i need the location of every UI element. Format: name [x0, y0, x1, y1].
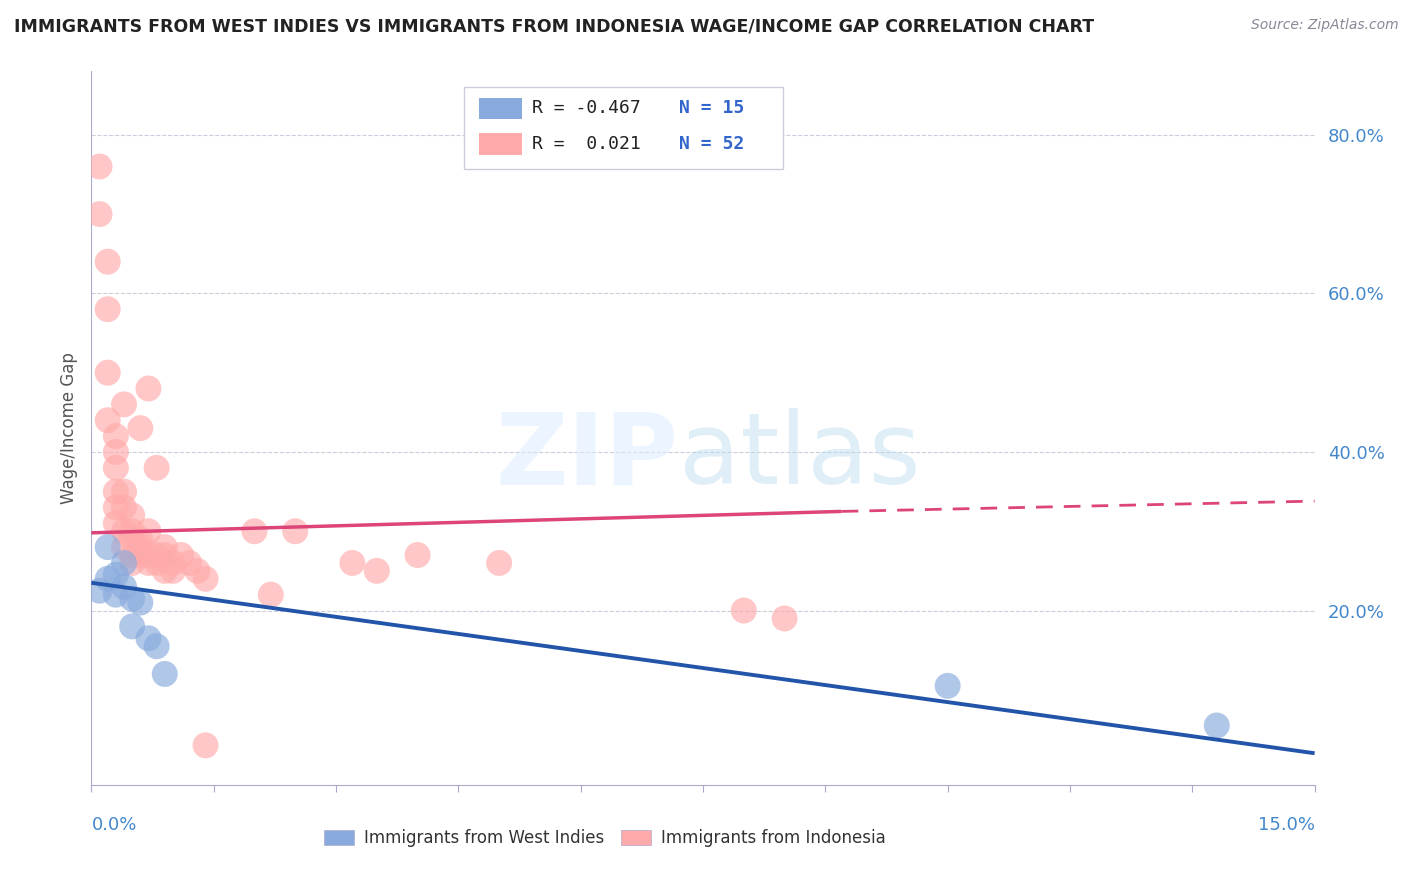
Point	[121, 591, 143, 606]
Point	[153, 564, 176, 578]
Point	[145, 639, 167, 653]
Point	[104, 484, 127, 499]
Point	[104, 445, 127, 459]
Point	[170, 548, 193, 562]
Point	[129, 596, 152, 610]
Text: N = 15: N = 15	[679, 100, 744, 118]
Point	[112, 556, 135, 570]
Point	[145, 460, 167, 475]
Point	[121, 619, 143, 633]
Point	[121, 556, 143, 570]
FancyBboxPatch shape	[479, 134, 522, 155]
Point	[366, 564, 388, 578]
Text: IMMIGRANTS FROM WEST INDIES VS IMMIGRANTS FROM INDONESIA WAGE/INCOME GAP CORRELA: IMMIGRANTS FROM WEST INDIES VS IMMIGRANT…	[14, 18, 1094, 36]
Point	[129, 421, 152, 435]
Point	[104, 460, 127, 475]
Y-axis label: Wage/Income Gap: Wage/Income Gap	[59, 352, 77, 504]
Text: 0.0%: 0.0%	[91, 816, 136, 834]
Point	[89, 583, 111, 598]
Point	[153, 540, 176, 554]
Point	[112, 397, 135, 411]
Point	[138, 382, 160, 396]
Point	[104, 588, 127, 602]
Point	[138, 548, 160, 562]
Point	[138, 632, 160, 646]
Text: R =  0.021: R = 0.021	[531, 136, 641, 153]
Text: R = -0.467: R = -0.467	[531, 100, 641, 118]
Point	[1205, 718, 1227, 732]
Point	[97, 540, 120, 554]
Point	[153, 548, 176, 562]
Point	[104, 429, 127, 443]
Point	[733, 603, 755, 617]
Point	[194, 739, 217, 753]
Point	[145, 548, 167, 562]
Point	[112, 580, 135, 594]
Text: Source: ZipAtlas.com: Source: ZipAtlas.com	[1251, 18, 1399, 32]
Point	[104, 500, 127, 515]
Text: 15.0%: 15.0%	[1257, 816, 1315, 834]
Point	[97, 572, 120, 586]
Point	[97, 413, 120, 427]
Point	[138, 524, 160, 539]
Point	[97, 254, 120, 268]
Point	[121, 524, 143, 539]
Point	[194, 572, 217, 586]
Point	[342, 556, 364, 570]
Point	[97, 302, 120, 317]
Point	[112, 484, 135, 499]
Point	[112, 500, 135, 515]
Text: N = 52: N = 52	[679, 136, 744, 153]
Text: ZIP: ZIP	[496, 409, 679, 505]
Point	[89, 207, 111, 221]
Point	[488, 556, 510, 570]
Point	[138, 556, 160, 570]
Point	[121, 508, 143, 523]
Point	[112, 524, 135, 539]
Point	[406, 548, 429, 562]
Legend: Immigrants from West Indies, Immigrants from Indonesia: Immigrants from West Indies, Immigrants …	[316, 821, 894, 855]
Point	[243, 524, 266, 539]
Point	[112, 540, 135, 554]
Point	[153, 667, 176, 681]
FancyBboxPatch shape	[479, 98, 522, 120]
Point	[179, 556, 201, 570]
Point	[284, 524, 307, 539]
FancyBboxPatch shape	[464, 87, 783, 169]
Point	[162, 564, 184, 578]
Point	[773, 611, 796, 625]
Point	[145, 556, 167, 570]
Point	[121, 532, 143, 546]
Point	[186, 564, 208, 578]
Point	[162, 556, 184, 570]
Point	[104, 516, 127, 531]
Point	[129, 548, 152, 562]
Point	[129, 540, 152, 554]
Point	[129, 532, 152, 546]
Text: atlas: atlas	[679, 409, 920, 505]
Point	[936, 679, 959, 693]
Point	[121, 548, 143, 562]
Point	[104, 567, 127, 582]
Point	[97, 366, 120, 380]
Point	[260, 588, 283, 602]
Point	[89, 160, 111, 174]
